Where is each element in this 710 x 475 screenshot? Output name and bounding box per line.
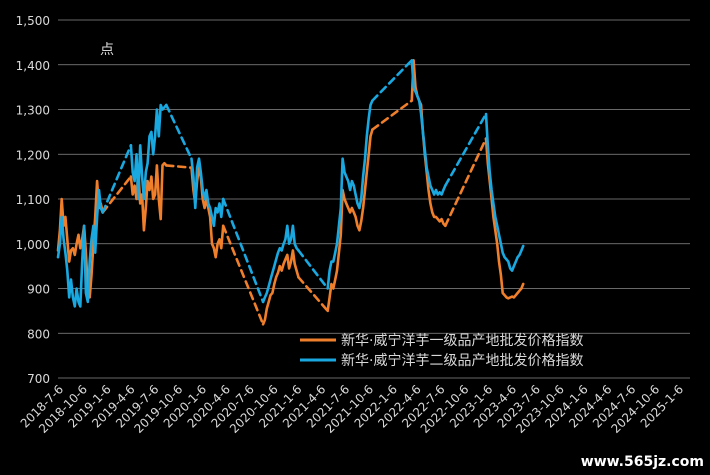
y-tick-label: 1,000 xyxy=(16,238,50,252)
series-2-segment-1 xyxy=(56,188,104,308)
series-2-segment-7 xyxy=(261,224,300,304)
series-1-segment-7 xyxy=(261,249,300,326)
series-2-segment-5 xyxy=(190,157,225,228)
series-2 xyxy=(56,59,525,308)
series-1-segment-12 xyxy=(444,137,488,228)
series-2-segment-3 xyxy=(129,103,168,201)
series-2-segment-8 xyxy=(297,249,329,290)
legend-label-grade2: 新华·威宁洋芋二级品产地批发价格指数 xyxy=(341,352,583,369)
x-axis: 2018-7-62018-10-62019-1-62019-4-62019-7-… xyxy=(18,382,686,436)
series-2-segment-11 xyxy=(410,59,447,196)
y-tick-label: 1,400 xyxy=(16,59,50,73)
y-tick-label: 1,200 xyxy=(16,148,50,162)
series-2-segment-2 xyxy=(101,144,133,214)
series-1-segment-1 xyxy=(56,179,104,299)
series-1-segment-9 xyxy=(326,128,374,313)
y-tick-label: 900 xyxy=(27,283,50,297)
y-axis: 700 800 900 1,000 1,100 1,200 1,300 1,400 1,500 xyxy=(16,14,50,386)
y-tick-label: 1,100 xyxy=(16,193,50,207)
series-1-segment-11 xyxy=(410,59,447,228)
series-2-segment-4 xyxy=(165,103,193,160)
series-1-segment-4 xyxy=(165,164,193,169)
series-2-segment-6 xyxy=(221,197,265,304)
series-1-segment-10 xyxy=(371,99,414,131)
series-1-segment-6 xyxy=(221,224,265,326)
legend-label-grade1: 新华·威宁洋芋一级品产地批发价格指数 xyxy=(341,332,583,349)
y-tick-label: 1,500 xyxy=(16,14,50,28)
y-tick-label: 1,300 xyxy=(16,104,50,118)
watermark-text: www.565jz.com xyxy=(581,454,704,470)
series-1-segment-3 xyxy=(129,161,168,232)
series-layer xyxy=(56,59,525,326)
legend: 新华·威宁洋芋一级品产地批发价格指数 新华·威宁洋芋二级品产地批发价格指数 xyxy=(300,332,583,369)
series-2-segment-12 xyxy=(444,112,488,187)
series-1-segment-13 xyxy=(484,137,525,300)
series-1 xyxy=(56,59,525,326)
series-2-segment-10 xyxy=(371,59,414,102)
y-unit-label: 点 xyxy=(100,42,114,58)
series-1-segment-2 xyxy=(101,175,133,214)
y-tick-label: 700 xyxy=(27,372,50,386)
y-tick-label: 800 xyxy=(27,327,50,341)
series-2-segment-13 xyxy=(484,112,525,272)
series-2-segment-9 xyxy=(326,99,374,290)
series-1-segment-8 xyxy=(297,276,329,313)
